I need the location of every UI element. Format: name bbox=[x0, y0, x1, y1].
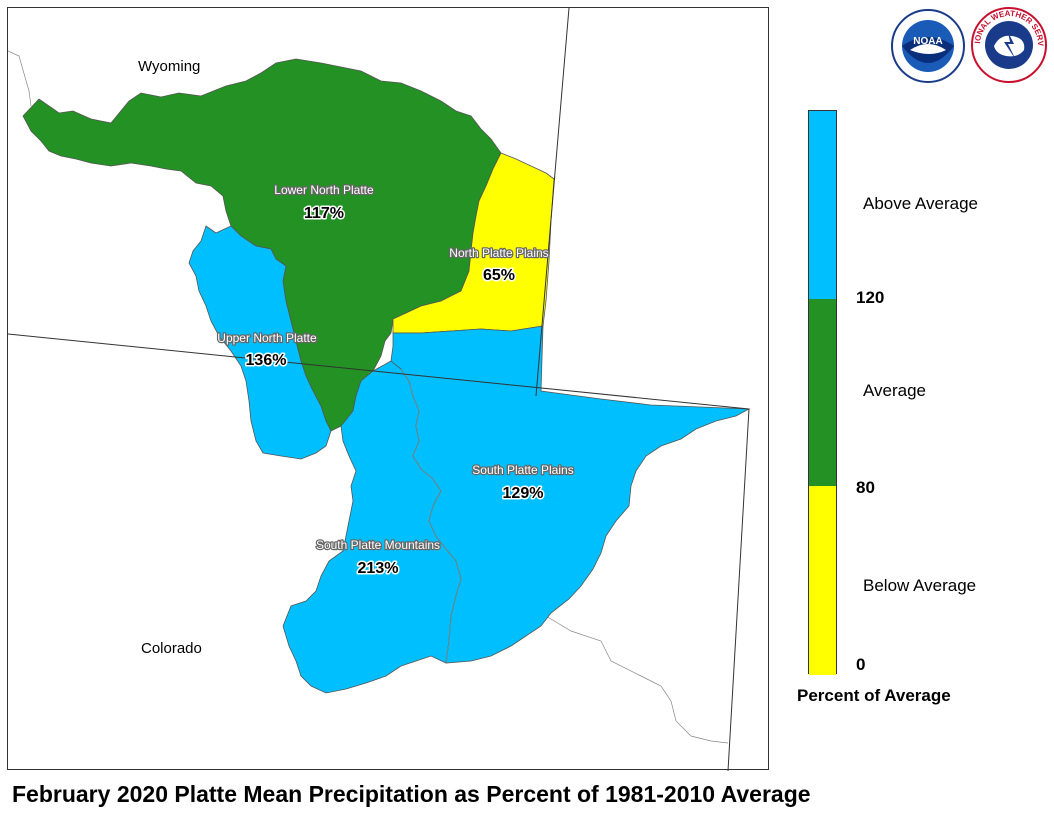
state-label-wyoming: Wyoming bbox=[138, 58, 200, 75]
basin-name-south-platte-plains: South Platte Plains bbox=[472, 463, 573, 477]
legend-label-above-average: Above Average bbox=[863, 194, 978, 213]
page-title: February 2020 Platte Mean Precipitation … bbox=[12, 781, 811, 807]
legend-swatch-below-average bbox=[809, 486, 836, 675]
basin-name-upper-north-platte: Upper North Platte bbox=[217, 331, 317, 345]
legend-swatch-above-average bbox=[809, 111, 836, 299]
basin-lower-north-platte[interactable] bbox=[22, 58, 502, 432]
basin-percent-north-platte-plains: 65% bbox=[483, 267, 515, 284]
basin-percent-south-platte-mountains: 213% bbox=[358, 560, 399, 577]
sub-basin-divide bbox=[400, 368, 462, 664]
wy-ne-state-line bbox=[535, 8, 570, 397]
colorado-border-line bbox=[545, 615, 729, 744]
basin-percent-upper-north-platte: 136% bbox=[246, 352, 287, 369]
wyoming-border-line bbox=[8, 50, 32, 107]
basin-percent-lower-north-platte: 117% bbox=[304, 205, 344, 222]
basin-upper-north-platte[interactable] bbox=[188, 225, 332, 460]
co-ne-state-line bbox=[727, 408, 750, 771]
noaa-logo: NOAA bbox=[890, 8, 966, 84]
basin-name-north-platte-plains: North Platte Plains bbox=[449, 246, 548, 260]
legend-label-average: Average bbox=[863, 381, 927, 400]
noaa-logo-text: NOAA bbox=[913, 36, 942, 47]
legend-break-0: 0 bbox=[856, 655, 866, 674]
legend-break-80: 80 bbox=[856, 478, 875, 497]
nws-logo: NATIONAL WEATHER SERVICE bbox=[967, 0, 1048, 84]
legend-color-bar bbox=[808, 110, 837, 675]
basin-name-lower-north-platte: Lower North Platte bbox=[274, 183, 374, 197]
legend-swatch-average bbox=[809, 299, 836, 486]
map-frame: Wyoming Colorado Lower North Platte 117%… bbox=[7, 7, 769, 771]
state-label-colorado: Colorado bbox=[141, 640, 202, 657]
legend-break-120: 120 bbox=[856, 288, 885, 307]
legend-label-below-average: Below Average bbox=[863, 576, 977, 595]
wy-co-state-line bbox=[8, 333, 750, 410]
basin-name-south-platte-mountains: South Platte Mountains bbox=[316, 538, 440, 552]
legend-title: Percent of Average bbox=[797, 686, 951, 705]
basin-percent-south-platte-plains: 129% bbox=[503, 485, 544, 502]
basin-map: Wyoming Colorado Lower North Platte 117%… bbox=[8, 8, 751, 771]
